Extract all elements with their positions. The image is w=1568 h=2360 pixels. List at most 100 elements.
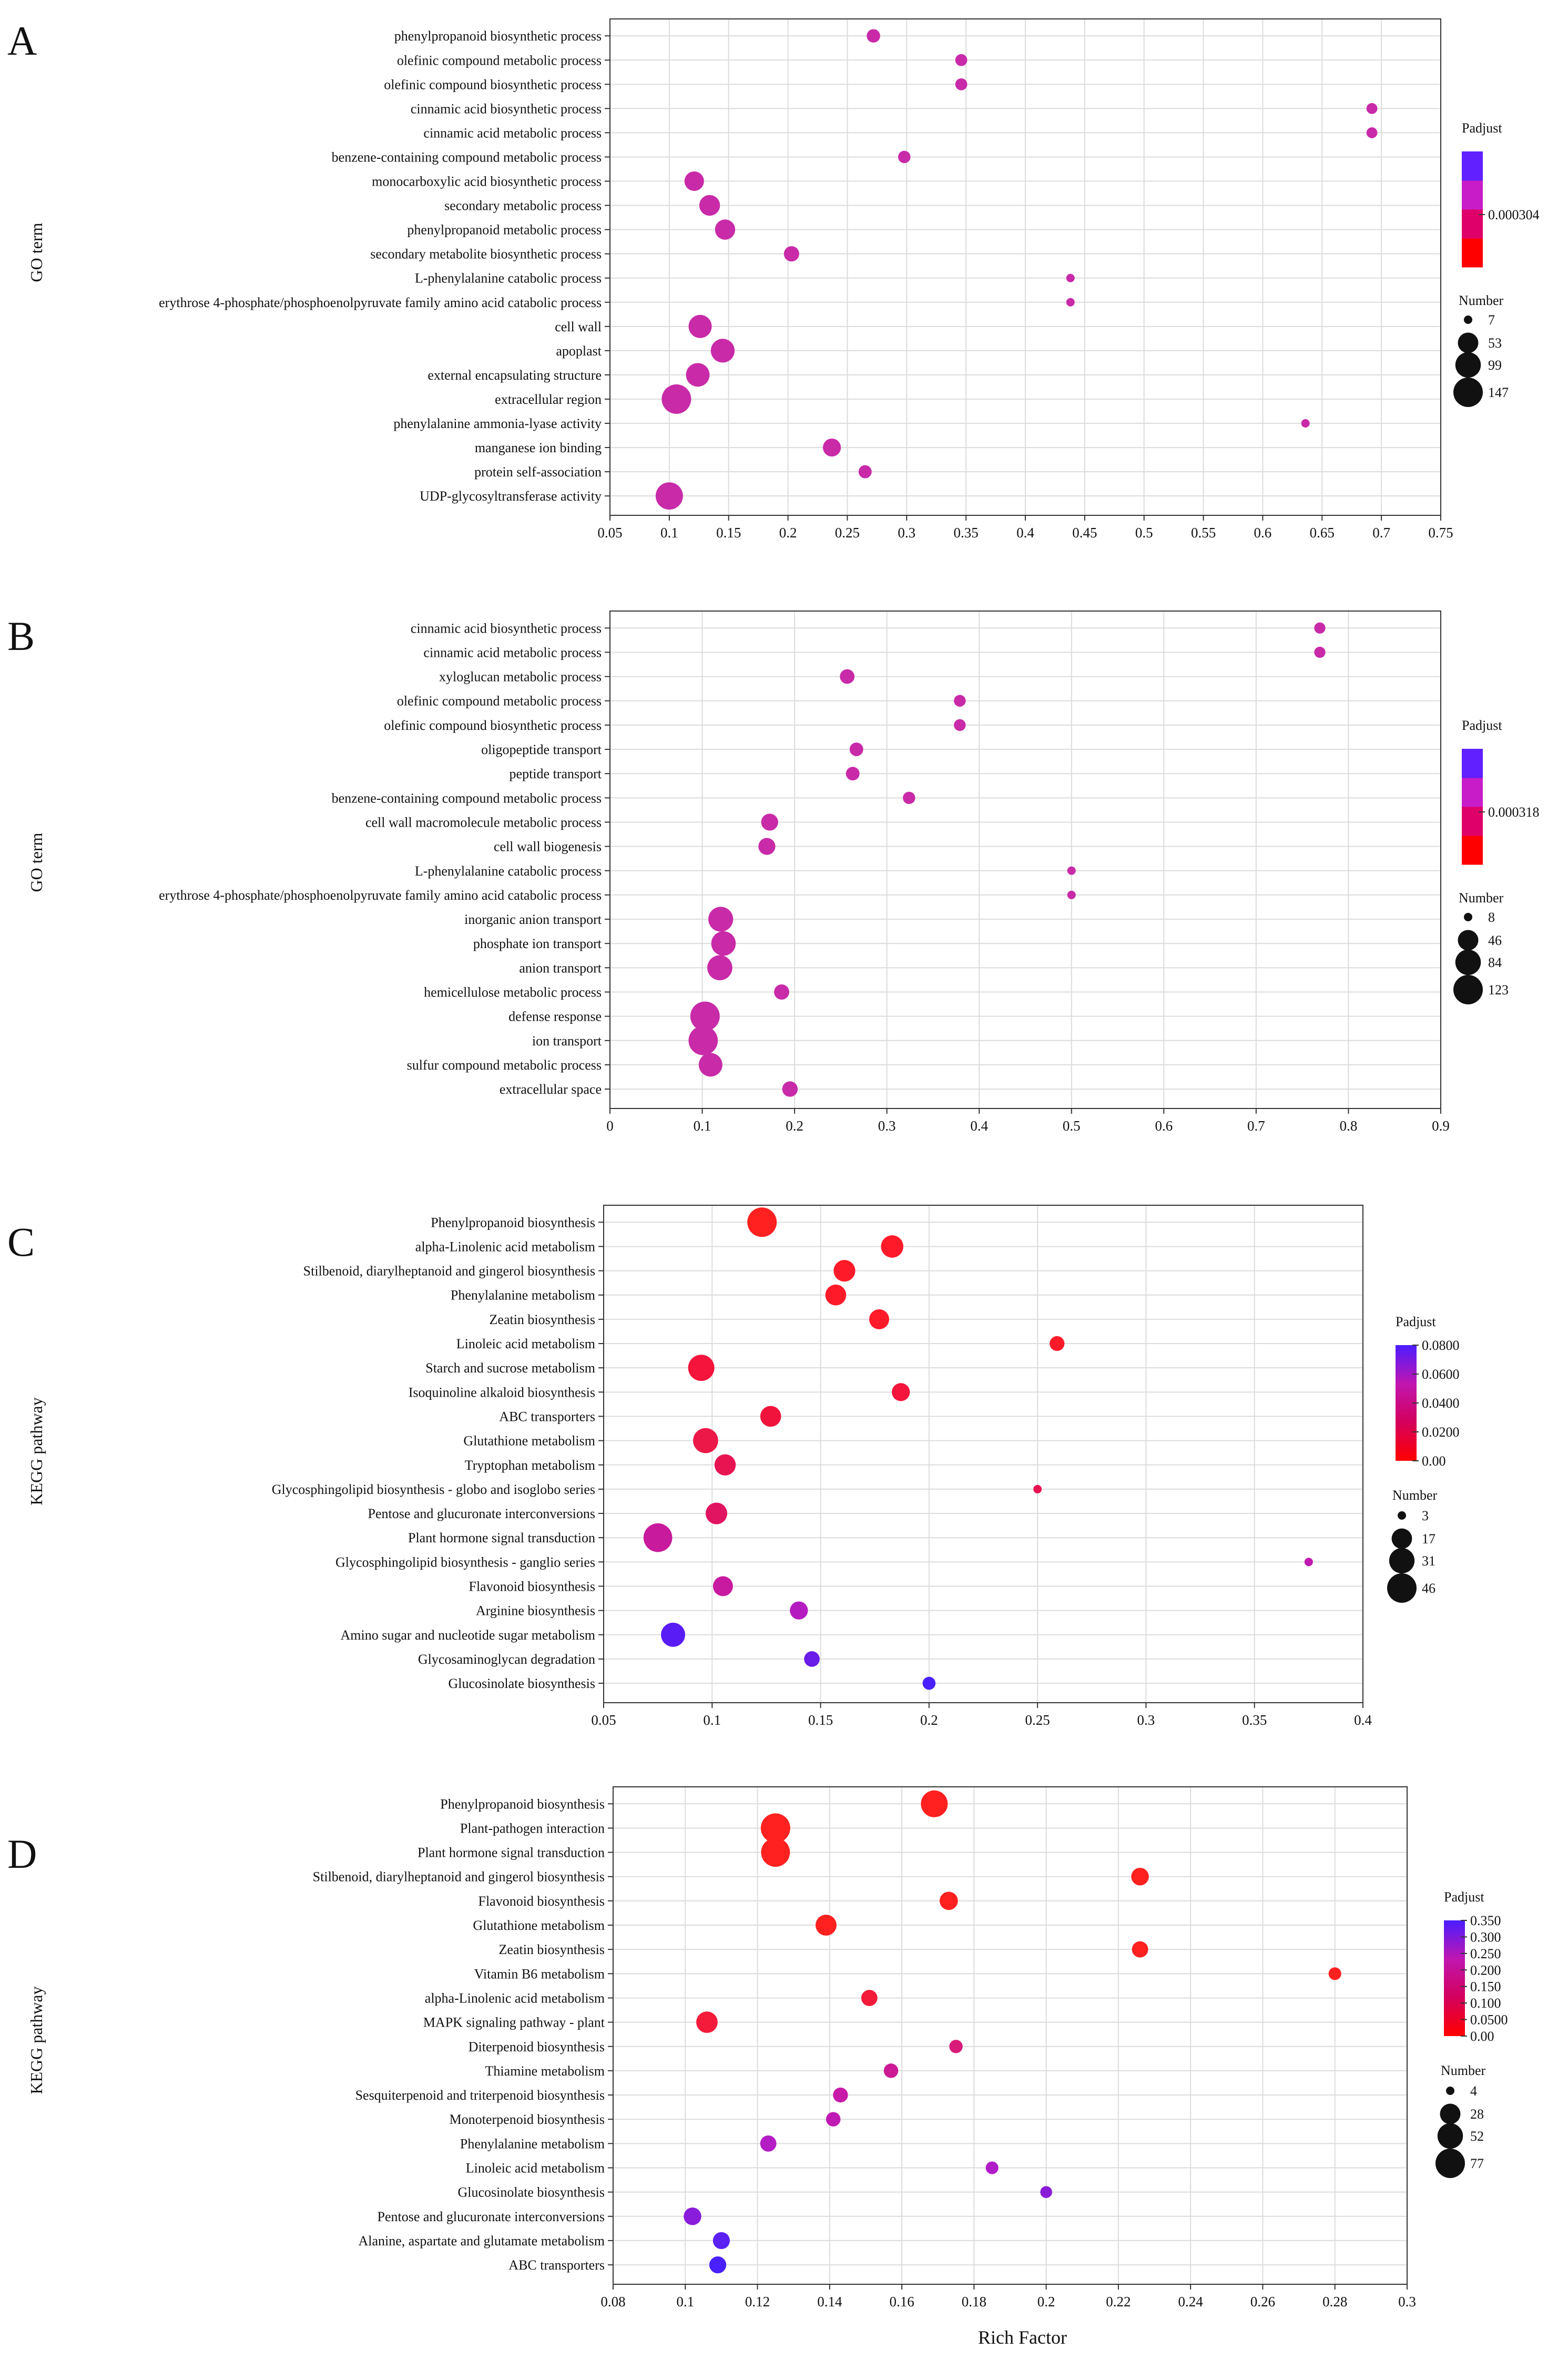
y-category-label: cinnamic acid biosynthetic process [411,620,602,636]
color-legend-label: 0.0400 [1422,1396,1460,1411]
y-category-label: Linoleic acid metabolism [456,1336,595,1351]
size-legend-dot [1437,2123,1463,2149]
data-point [1304,1558,1313,1566]
y-category-label: UDP-glycosyltransferase activity [420,489,602,504]
data-point [1132,1941,1148,1958]
y-category-label: ABC transporters [499,1409,595,1424]
data-point [869,1309,889,1329]
data-point [921,1790,948,1817]
y-category-label: cinnamic acid biosynthetic process [411,101,602,116]
size-legend-title: Number [1392,1488,1438,1503]
y-category-label: Stilbenoid, diarylheptanoid and gingerol… [303,1264,595,1279]
y-category-label: olefinic compound biosynthetic process [384,718,602,733]
data-point [747,1207,777,1237]
y-category-label: monocarboxylic acid biosynthetic process [372,174,602,189]
data-point [849,742,863,756]
chart-panel-b: B GO term 0 0.1 0.2 0.3 0.4 0.5 0.6 0.7 0.8 0.9 cinn… [7,611,1540,1134]
color-legend-label: 0.000304 [1488,207,1540,222]
data-point [922,1676,936,1690]
y-category-label: sulfur compound metabolic process [407,1057,602,1073]
data-point [690,1001,720,1031]
x-tick-label: 0.5 [1063,1118,1081,1134]
color-legend-label: 0.0800 [1422,1338,1460,1353]
data-point [758,838,776,855]
size-legend-dot [1435,2149,1465,2178]
size-legend-label: 147 [1488,385,1509,400]
color-legend-swatch [1462,151,1483,181]
size-legend-dot [1464,913,1472,921]
y-category-label: alpha-Linolenic acid metabolism [415,1239,595,1254]
color-legend-label: 0.0200 [1422,1425,1460,1440]
plot-frame [609,611,1441,1109]
data-point [699,195,720,216]
data-point [783,246,799,262]
x-tick-label: 0.7 [1247,1118,1265,1134]
panel-label: C [7,1219,35,1265]
y-category-label: Glutathione metabolism [463,1433,595,1449]
x-tick-label: 0.8 [1340,1118,1358,1134]
y-category-label: manganese ion binding [475,440,602,455]
size-legend-label: 7 [1488,312,1495,328]
data-point [883,2063,899,2078]
figure-x-axis-label: Rich Factor [978,2327,1067,2348]
data-point [939,1891,958,1910]
size-legend-dot [1453,975,1483,1004]
y-category-label: inorganic anion transport [464,912,602,927]
y-axis-title: KEGG pathway [27,1397,46,1505]
y-category-label: Stilbenoid, diarylheptanoid and gingerol… [313,1869,605,1885]
x-tick-label: 0.08 [600,2294,625,2310]
size-legend-label: 77 [1470,2156,1484,2171]
color-legend-label: 0.0600 [1422,1367,1460,1382]
size-legend-label: 4 [1470,2083,1477,2099]
y-category-label: Starch and sucrose metabolism [425,1360,595,1376]
y-category-label: oligopeptide transport [481,742,602,757]
data-point [693,1428,718,1453]
data-point [661,384,691,414]
data-point [1066,298,1075,307]
x-tick-label: 0 [606,1118,614,1134]
size-legend-label: 8 [1488,910,1495,925]
y-category-label: Glutathione metabolism [473,1918,605,1933]
x-tick-label: 0.15 [808,1712,833,1728]
data-point [816,1915,837,1936]
size-legend: Number 3 17 31 46 [1387,1488,1438,1603]
x-tick-label: 0.55 [1191,525,1216,541]
data-point [782,1081,798,1097]
size-legend-dot [1391,1528,1412,1549]
x-tick-label: 0.4 [1354,1712,1372,1728]
y-category-label: Linoleic acid metabolism [466,2160,605,2175]
data-point [1314,646,1326,658]
plot-area [613,1787,1407,2284]
x-tick-label: 0.1 [703,1712,721,1728]
x-tick-label: 0.35 [1242,1712,1267,1728]
y-category-label: cinnamic acid metabolic process [423,645,602,660]
y-axis-title: GO term [27,222,46,282]
y-category-label: ion transport [532,1033,602,1049]
x-tick-label: 0.1 [676,2294,694,2310]
size-legend: Number 7 53 99 147 [1453,293,1509,407]
color-legend-swatch [1462,807,1483,836]
y-category-label: Diterpenoid biosynthesis [469,2039,605,2054]
y-category-label: Glycosphingolipid biosynthesis - ganglio… [335,1554,595,1570]
color-legend: Padjust0.3500.3000.2500.2000.1500.1000.0… [1444,1889,1508,2044]
data-point [661,1622,685,1647]
data-point [760,1813,790,1843]
data-point [707,955,732,981]
color-legend-label: 0.100 [1470,1996,1501,2011]
data-point [696,2011,718,2033]
y-category-label: phenylpropanoid biosynthetic process [394,28,602,44]
y-category-label: Zeatin biosynthesis [499,1942,605,1957]
color-legend-title: Padjust [1462,718,1502,733]
x-tick-label: 0.05 [597,525,622,541]
data-point [861,1990,878,2006]
x-tick-label: 0.6 [1254,525,1272,541]
y-category-label: hemicellulose metabolic process [424,984,602,1000]
x-tick-label: 0.12 [745,2294,770,2310]
y-category-label: Flavonoid biosynthesis [478,1894,605,1909]
size-legend-label: 28 [1470,2107,1484,2122]
data-point [846,767,860,781]
x-tick-label: 0.24 [1178,2294,1204,2310]
data-point [1067,890,1076,899]
x-tick-label: 0.1 [660,525,678,541]
data-point [714,1454,736,1476]
